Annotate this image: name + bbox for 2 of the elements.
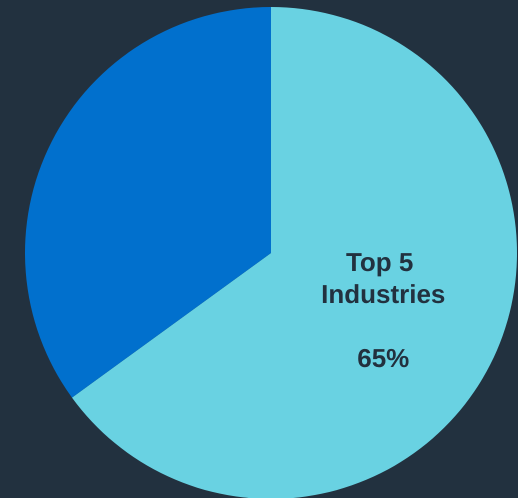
data-label: 65% [357, 343, 410, 374]
slice-label: Top 5 Industries [321, 247, 446, 310]
